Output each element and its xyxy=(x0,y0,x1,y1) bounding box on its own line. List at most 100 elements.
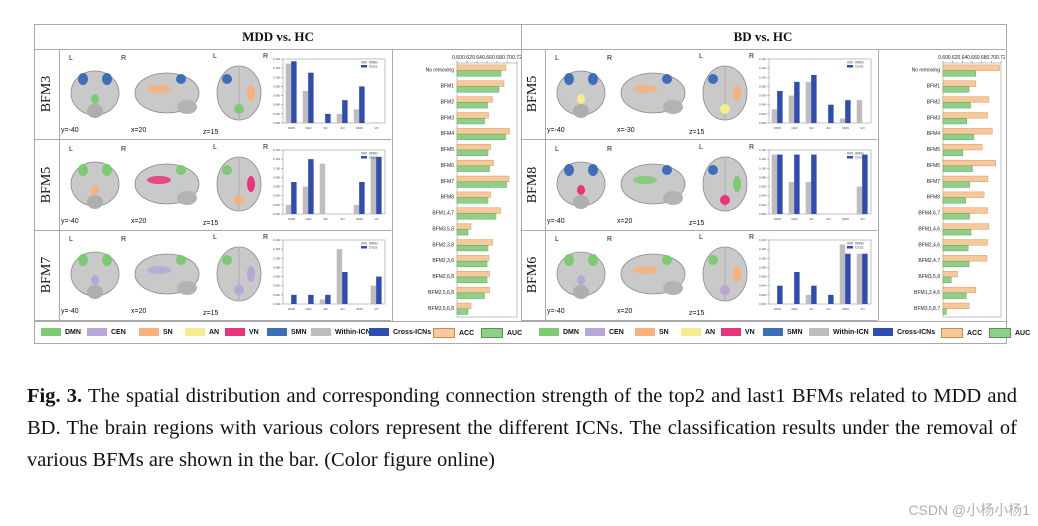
left-marker: L xyxy=(69,55,73,62)
y-tick-label: 0.080 xyxy=(759,266,766,270)
brainstem xyxy=(87,285,103,300)
mini-chart: 0.000 0.020 0.040 0.060 0.080 0.100 0.120 0.140… xyxy=(755,53,875,135)
region-blob xyxy=(588,254,598,267)
legend-within: Within xyxy=(855,61,864,65)
legend-item-smn: SMN xyxy=(763,328,803,336)
brainstem xyxy=(573,285,589,300)
acc-bar xyxy=(456,175,510,182)
region-blob xyxy=(147,266,171,275)
category-label: BFM6 xyxy=(927,163,941,169)
acc-bar xyxy=(456,128,510,135)
category-label: BFM8 xyxy=(927,195,941,201)
within-bar xyxy=(285,204,292,214)
cross-bar xyxy=(376,156,382,214)
auc-bar xyxy=(456,229,469,236)
acc-bar xyxy=(456,223,472,230)
within-bar xyxy=(370,156,377,214)
legend-item-vn: VN xyxy=(225,328,259,336)
region-blob xyxy=(733,266,741,283)
cross-bar xyxy=(325,113,331,123)
right-marker: R xyxy=(749,234,755,242)
x-tick-label: CEN xyxy=(791,126,797,130)
y-tick-label: 0.020 xyxy=(273,203,280,207)
cross-bar xyxy=(845,100,851,123)
coord-x: x=20 xyxy=(617,308,633,316)
auc-bar xyxy=(456,213,497,220)
brain-views xyxy=(556,246,748,302)
cross-bar xyxy=(325,295,331,305)
legend-swatch xyxy=(681,328,701,336)
auc-bar xyxy=(456,260,488,268)
legend-item-sn: SN xyxy=(139,328,173,336)
x-tick-label: SN xyxy=(323,217,327,221)
within-bar xyxy=(856,254,863,305)
region-blob xyxy=(662,255,672,266)
legend-swatch-cross xyxy=(847,155,853,159)
acc-bar xyxy=(456,302,472,309)
cross-bar xyxy=(811,75,817,123)
mini-chart: 0.000 0.020 0.040 0.060 0.080 0.100 0.120 0.140… xyxy=(269,234,389,316)
legend-label: CEN xyxy=(111,328,126,336)
coord-y: y=-40 xyxy=(61,127,79,134)
coord-y: y=-40 xyxy=(61,217,79,225)
x-tick-label: AN xyxy=(340,126,344,130)
y-tick-label: 0.140 xyxy=(273,57,280,61)
region-blob xyxy=(247,85,255,101)
legend-label: AN xyxy=(209,328,220,336)
auc-bar xyxy=(456,181,507,188)
region-blob xyxy=(720,104,730,114)
bfm-label: BFM3 xyxy=(39,75,54,113)
auc-bar xyxy=(942,86,970,93)
legend-swatch xyxy=(311,328,331,336)
category-label: BFM2 xyxy=(927,99,941,105)
x-tick-label: DMN xyxy=(288,307,295,311)
acc-bar xyxy=(456,271,490,278)
connection-strength-chart: 0.000 0.020 0.040 0.060 0.080 0.100 0.120 0.140… xyxy=(273,148,386,221)
category-label: BFM5 xyxy=(441,147,455,153)
region-blob xyxy=(733,175,741,192)
cerebellum xyxy=(177,190,197,205)
bfm-label: BFM5 xyxy=(525,75,540,113)
x-tick-label: 0.70 xyxy=(502,55,512,61)
legend-swatch xyxy=(635,328,655,336)
bd-panel: BD vs. HC BFM5 y=-40 x=-30 z=15 L R L R 0.000 0.0… xyxy=(521,25,1006,322)
caption-text: The spatial distribution and correspondi… xyxy=(27,385,1017,471)
legend-label: Within-ICN xyxy=(335,328,371,336)
auc-bar xyxy=(456,70,502,77)
legend-item-sn: SN xyxy=(635,328,669,336)
x-tick-label: CEN xyxy=(791,307,797,311)
y-tick-label: 0.020 xyxy=(759,293,766,297)
right-marker: R xyxy=(607,145,613,153)
auc-bar xyxy=(942,276,952,283)
category-label: BFM2,6,8 xyxy=(432,274,454,280)
legend-label: VN xyxy=(249,328,259,336)
auc-bar xyxy=(456,118,485,125)
legend-label: SMN xyxy=(291,328,307,336)
acc-bar xyxy=(456,112,489,119)
legend-label: ACC xyxy=(459,329,475,337)
coord-z: z=15 xyxy=(689,129,705,136)
category-label: BFM1 xyxy=(927,84,941,90)
caption-label: Fig. 3. xyxy=(27,385,83,407)
category-label: BFM4 xyxy=(441,131,455,137)
legend-item-cen: CEN xyxy=(87,328,126,336)
y-tick-label: 0.060 xyxy=(759,184,766,188)
cerebellum xyxy=(177,281,197,296)
bfm-row: BFM5 y=-40 x=20 z=15 L R L R 0.000 0.020 0.040 0.06… xyxy=(35,139,391,231)
auc-bar xyxy=(942,197,966,204)
acc-bar xyxy=(942,191,985,198)
legend-swatch xyxy=(539,328,559,336)
x-tick-label: SMN xyxy=(356,217,363,221)
brain-views xyxy=(70,246,262,302)
mini-chart: 0.000 0.020 0.040 0.060 0.080 0.100 0.120 0.140… xyxy=(269,144,389,226)
y-tick-label: 0.100 xyxy=(759,257,766,261)
within-bar xyxy=(788,95,795,123)
legend-cross: Cross xyxy=(855,155,864,159)
right-marker: R xyxy=(749,143,755,151)
x-tick-label: SMN xyxy=(356,126,363,130)
bfm-label-cell: BFM7 xyxy=(35,230,60,321)
auc-bar xyxy=(456,102,488,109)
category-label: BFM7 xyxy=(927,179,941,185)
acc-bar xyxy=(456,286,490,294)
cross-bar xyxy=(811,154,817,214)
